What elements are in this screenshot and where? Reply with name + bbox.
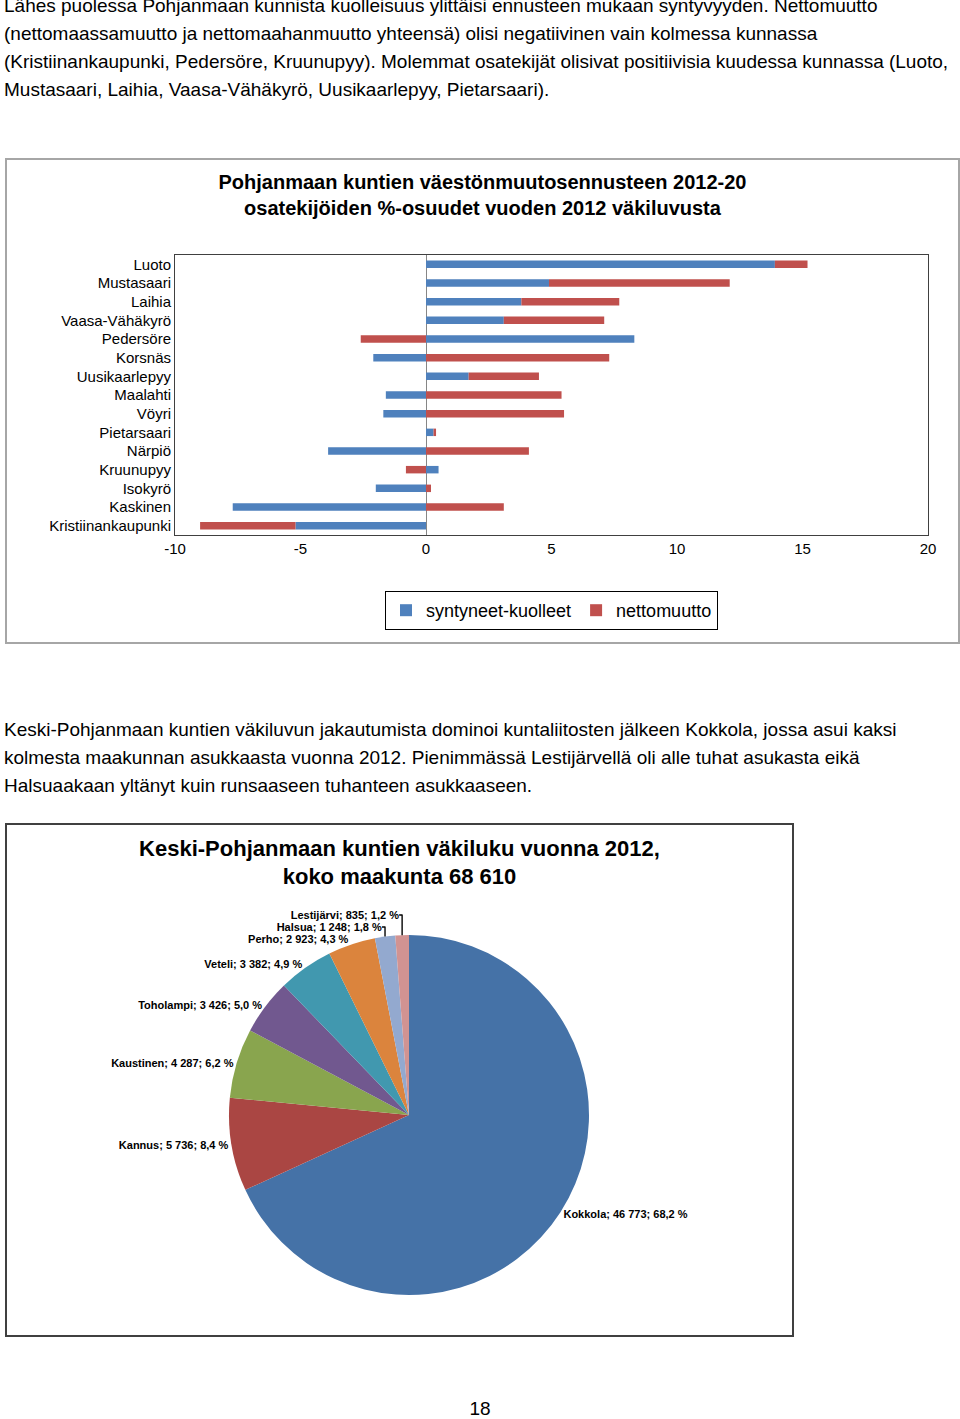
- svg-text:10: 10: [669, 540, 686, 557]
- svg-text:Kaskinen: Kaskinen: [109, 498, 171, 515]
- svg-text:-10: -10: [164, 540, 186, 557]
- svg-text:Isokyrö: Isokyrö: [123, 480, 171, 497]
- svg-text:Pietarsaari: Pietarsaari: [99, 424, 171, 441]
- svg-text:nettomuutto: nettomuutto: [616, 601, 711, 621]
- svg-text:-5: -5: [294, 540, 307, 557]
- svg-text:15: 15: [794, 540, 811, 557]
- svg-text:Maalahti: Maalahti: [114, 386, 171, 403]
- svg-text:syntyneet-kuolleet: syntyneet-kuolleet: [426, 601, 571, 621]
- svg-text:Kruunupyy: Kruunupyy: [99, 461, 171, 478]
- svg-text:Kokkola; 46 773; 68,2 %: Kokkola; 46 773; 68,2 %: [563, 1208, 687, 1220]
- svg-text:0: 0: [422, 540, 430, 557]
- svg-text:Halsua; 1 248; 1,8 %: Halsua; 1 248; 1,8 %: [277, 921, 382, 933]
- svg-text:Vöyri: Vöyri: [137, 405, 171, 422]
- svg-text:Närpiö: Närpiö: [127, 442, 171, 459]
- svg-text:Pohjanmaan kuntien väestönmuut: Pohjanmaan kuntien väestönmuutosennustee…: [219, 171, 747, 219]
- svg-text:20: 20: [920, 540, 937, 557]
- svg-text:Toholampi; 3 426; 5,0 %: Toholampi; 3 426; 5,0 %: [138, 999, 262, 1011]
- svg-text:Luoto: Luoto: [133, 256, 171, 273]
- svg-text:Kannus; 5 736; 8,4 %: Kannus; 5 736; 8,4 %: [119, 1139, 229, 1151]
- svg-text:Mustasaari: Mustasaari: [98, 274, 171, 291]
- html-text:18: 18: [469, 1398, 491, 1419]
- svg-text:Uusikaarlepyy: Uusikaarlepyy: [77, 368, 172, 385]
- svg-text:Lestijärvi; 835; 1,2 %: Lestijärvi; 835; 1,2 %: [291, 909, 399, 921]
- svg-text:Keski-Pohjanmaan kuntien väkil: Keski-Pohjanmaan kuntien väkiluku vuonna…: [139, 836, 660, 890]
- svg-text:Pedersöre: Pedersöre: [102, 330, 171, 347]
- svg-text:Kristiinankaupunki: Kristiinankaupunki: [49, 517, 171, 534]
- svg-text:5: 5: [547, 540, 555, 557]
- html-text:Keski-Pohjanmaan kuntien väkil: Keski-Pohjanmaan kuntien väkiluvun jakau…: [4, 719, 897, 796]
- svg-text:Kaustinen; 4 287; 6,2 %: Kaustinen; 4 287; 6,2 %: [111, 1057, 233, 1069]
- svg-text:Veteli; 3 382; 4,9 %: Veteli; 3 382; 4,9 %: [204, 958, 302, 970]
- svg-text:Korsnäs: Korsnäs: [116, 349, 171, 366]
- svg-text:Perho; 2 923; 4,3 %: Perho; 2 923; 4,3 %: [248, 933, 348, 945]
- svg-text:Vaasa-Vähäkyrö: Vaasa-Vähäkyrö: [61, 312, 171, 329]
- svg-text:Laihia: Laihia: [131, 293, 172, 310]
